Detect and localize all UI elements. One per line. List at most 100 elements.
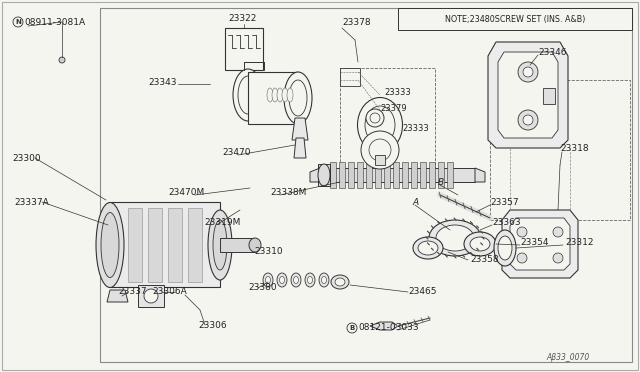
Circle shape	[553, 227, 563, 237]
Bar	[110, 202, 220, 287]
Text: 23380: 23380	[248, 283, 276, 292]
Ellipse shape	[213, 220, 227, 270]
Text: 23357: 23357	[490, 198, 518, 206]
Bar	[318, 164, 330, 186]
Bar	[398, 8, 632, 30]
Text: N: N	[15, 19, 21, 25]
Ellipse shape	[289, 80, 307, 116]
Text: 23322: 23322	[228, 13, 257, 22]
Polygon shape	[498, 52, 558, 138]
Bar	[225, 28, 263, 70]
Text: B: B	[349, 325, 355, 331]
Ellipse shape	[370, 113, 380, 123]
Text: 23343: 23343	[148, 77, 177, 87]
Bar	[248, 72, 298, 124]
Bar	[357, 162, 363, 188]
Text: 23337: 23337	[118, 288, 147, 296]
Bar	[348, 162, 354, 188]
Bar	[393, 162, 399, 188]
Text: A: A	[412, 198, 418, 206]
Ellipse shape	[277, 88, 283, 102]
Text: 23333: 23333	[402, 124, 429, 132]
Ellipse shape	[464, 232, 496, 256]
Ellipse shape	[208, 210, 232, 280]
Text: 08911-3081A: 08911-3081A	[24, 17, 85, 26]
Ellipse shape	[366, 109, 384, 127]
Bar	[429, 162, 435, 188]
Text: 23300: 23300	[12, 154, 40, 163]
Text: 23306: 23306	[198, 321, 227, 330]
Ellipse shape	[369, 139, 391, 161]
Ellipse shape	[284, 72, 312, 124]
Ellipse shape	[305, 273, 315, 287]
Ellipse shape	[436, 225, 474, 251]
Ellipse shape	[263, 273, 273, 287]
Bar	[220, 238, 255, 252]
Ellipse shape	[233, 69, 263, 121]
Text: NOTE;23480SCREW SET (INS. A&B): NOTE;23480SCREW SET (INS. A&B)	[445, 15, 585, 23]
Text: 23318: 23318	[560, 144, 589, 153]
Bar	[411, 162, 417, 188]
Bar	[402, 162, 408, 188]
Circle shape	[13, 17, 23, 27]
Polygon shape	[310, 168, 320, 182]
Bar	[100, 8, 632, 362]
Ellipse shape	[266, 276, 271, 283]
Text: 08121-03033: 08121-03033	[358, 324, 419, 333]
Ellipse shape	[101, 212, 119, 278]
Bar	[188, 208, 202, 282]
Circle shape	[518, 110, 538, 130]
Ellipse shape	[291, 273, 301, 287]
Text: 23337A: 23337A	[14, 198, 49, 206]
Polygon shape	[502, 210, 578, 278]
Text: 23358: 23358	[470, 256, 499, 264]
Ellipse shape	[429, 220, 481, 256]
Bar	[375, 155, 385, 165]
Ellipse shape	[294, 276, 298, 283]
Ellipse shape	[318, 164, 330, 186]
Text: 23333: 23333	[384, 87, 411, 96]
Text: 23312: 23312	[565, 237, 593, 247]
Ellipse shape	[361, 131, 399, 169]
Ellipse shape	[277, 273, 287, 287]
Ellipse shape	[498, 236, 512, 260]
Text: 23319M: 23319M	[204, 218, 241, 227]
Polygon shape	[488, 42, 568, 148]
Ellipse shape	[494, 230, 516, 266]
Text: 23310: 23310	[254, 247, 283, 257]
Ellipse shape	[365, 106, 395, 144]
Text: 23470: 23470	[222, 148, 250, 157]
Bar	[438, 162, 444, 188]
Bar	[447, 162, 453, 188]
Bar	[490, 80, 630, 220]
Text: 23306A: 23306A	[152, 288, 187, 296]
Polygon shape	[107, 290, 128, 302]
Bar	[375, 162, 381, 188]
Circle shape	[523, 67, 533, 77]
Bar	[384, 162, 390, 188]
Ellipse shape	[238, 76, 258, 114]
Text: Aβ33_0070: Aβ33_0070	[547, 353, 590, 362]
Ellipse shape	[470, 237, 490, 251]
Circle shape	[517, 253, 527, 263]
Text: 23470M: 23470M	[168, 187, 204, 196]
Ellipse shape	[331, 275, 349, 289]
Bar	[138, 285, 164, 307]
Ellipse shape	[280, 276, 285, 283]
Bar	[340, 68, 360, 86]
Text: 23378: 23378	[342, 17, 371, 26]
Circle shape	[553, 253, 563, 263]
Ellipse shape	[96, 202, 124, 288]
Bar	[320, 168, 475, 182]
Bar	[420, 162, 426, 188]
Bar	[543, 88, 555, 104]
Polygon shape	[510, 218, 570, 270]
Bar	[148, 208, 162, 282]
Text: B: B	[438, 177, 444, 186]
Circle shape	[347, 323, 357, 333]
Bar	[366, 162, 372, 188]
Circle shape	[144, 289, 158, 303]
Text: 23354: 23354	[520, 237, 548, 247]
Ellipse shape	[321, 276, 326, 283]
Ellipse shape	[287, 88, 293, 102]
